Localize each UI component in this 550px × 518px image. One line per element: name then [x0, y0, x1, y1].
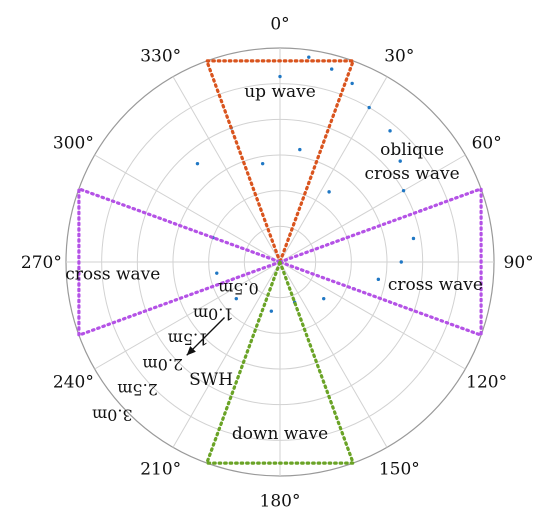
data-point — [411, 236, 416, 241]
angular-tick-label: 0° — [270, 14, 289, 34]
grid-spoke — [94, 261, 281, 370]
region-sector — [204, 257, 356, 465]
data-point — [367, 105, 371, 110]
data-point — [307, 55, 311, 59]
data-point — [195, 161, 200, 166]
angular-tick-label: 330° — [140, 46, 181, 66]
data-point — [269, 309, 274, 313]
radial-tick-label: 2.5m — [117, 380, 158, 399]
angular-tick-label: 120° — [466, 372, 507, 392]
data-point — [398, 159, 402, 163]
data-point — [388, 129, 392, 133]
radial-axis-label: SWH — [189, 370, 233, 390]
region-sector — [77, 186, 285, 338]
data-point — [234, 296, 238, 301]
data-point — [327, 190, 331, 194]
region-sector — [275, 186, 483, 338]
angular-tick-label: 30° — [384, 46, 414, 66]
grid-spoke — [279, 154, 466, 263]
grid-spoke — [279, 261, 388, 448]
data-point — [401, 188, 406, 193]
angular-tick-label: 270° — [21, 253, 62, 273]
data-point — [399, 260, 403, 264]
angular-tick-label: 300° — [53, 134, 94, 154]
angular-tick-label: 180° — [260, 492, 301, 512]
region-label: cross wave — [365, 164, 460, 184]
data-point — [329, 67, 334, 71]
angular-tick-label: 210° — [140, 460, 181, 480]
data-point — [322, 296, 326, 301]
region-sector — [204, 59, 356, 267]
region-label: cross wave — [388, 275, 483, 295]
region-labels: up wave oblique cross wave cross wave cross … — [65, 82, 483, 444]
region-label: down wave — [232, 424, 328, 444]
radial-tick-label: 0.5m — [218, 279, 259, 298]
grid-spoke — [94, 154, 281, 263]
grid-spoke — [172, 261, 281, 448]
data-point — [298, 147, 302, 152]
radial-axis-arrow-head — [186, 346, 196, 356]
region-label: oblique — [380, 140, 444, 160]
grid-spoke — [172, 76, 281, 263]
polar-grid — [65, 47, 495, 477]
angular-tick-label: 150° — [379, 460, 420, 480]
data-point — [260, 161, 265, 166]
angular-tick-labels: 0° 30° 60° 90° 120° 150° 180° 210° 240° 270° 300° 3… — [21, 14, 534, 511]
region-label: cross wave — [65, 265, 160, 285]
angular-tick-label: 240° — [53, 372, 94, 392]
angular-tick-label: 90° — [504, 253, 534, 273]
radial-tick-label: 3.0m — [92, 405, 133, 424]
angular-tick-label: 60° — [472, 134, 502, 154]
region-label: up wave — [244, 82, 316, 102]
data-point — [278, 74, 282, 79]
data-point — [350, 81, 354, 86]
radial-tick-label: 2.0m — [142, 355, 183, 374]
region-sectors — [77, 59, 483, 465]
radial-tick-label: 1.0m — [193, 304, 234, 323]
data-point — [215, 271, 219, 275]
data-point — [376, 277, 381, 282]
grid-spoke — [279, 261, 466, 370]
